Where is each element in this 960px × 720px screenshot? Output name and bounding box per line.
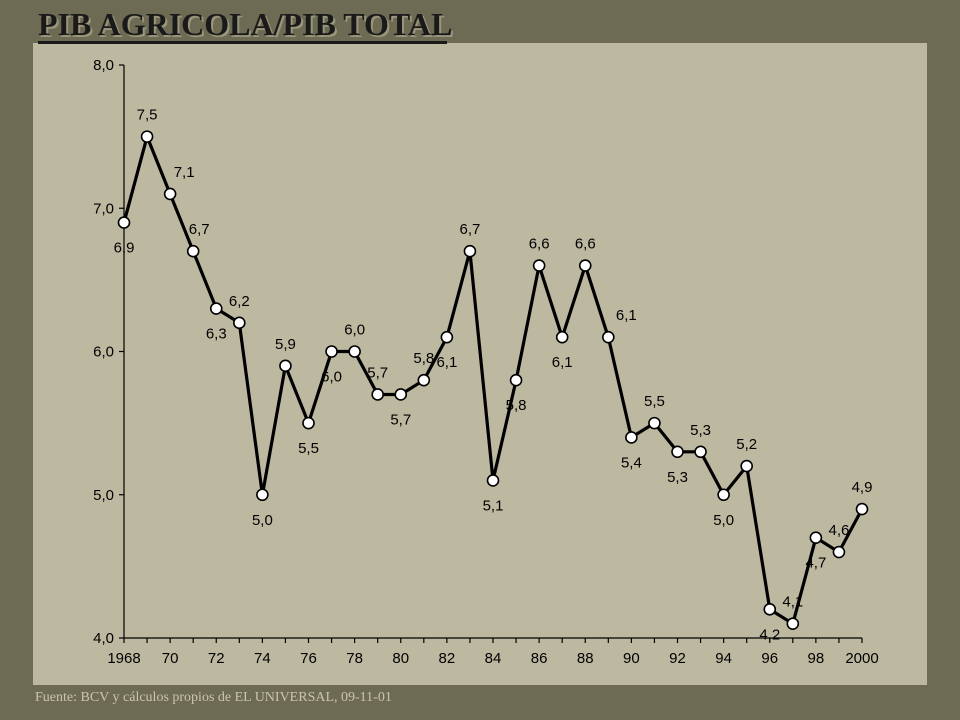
x-tick-label: 70 bbox=[162, 650, 179, 667]
data-label: 5,7 bbox=[367, 364, 388, 381]
data-label: 4,2 bbox=[759, 626, 780, 643]
data-point bbox=[740, 459, 753, 473]
data-point bbox=[786, 617, 800, 630]
y-tick-label: 4,0 bbox=[93, 630, 114, 647]
data-point bbox=[140, 130, 154, 143]
data-label: 6,1 bbox=[552, 354, 573, 371]
data-label: 7,5 bbox=[137, 107, 158, 124]
data-label: 5,5 bbox=[298, 440, 319, 457]
x-tick-label: 76 bbox=[300, 650, 317, 667]
data-label: 5,1 bbox=[483, 497, 504, 514]
data-label: 6,3 bbox=[206, 326, 227, 343]
data-point bbox=[256, 488, 269, 502]
data-label: 4,1 bbox=[782, 594, 803, 611]
data-label: 4,7 bbox=[805, 555, 826, 572]
data-label: 6,9 bbox=[114, 240, 135, 257]
data-point bbox=[233, 316, 246, 330]
data-point bbox=[578, 259, 592, 272]
data-point bbox=[555, 330, 569, 344]
x-tick-label: 98 bbox=[808, 650, 825, 667]
data-point bbox=[509, 373, 523, 387]
data-point bbox=[302, 416, 315, 430]
x-tick-label: 90 bbox=[623, 650, 640, 667]
data-label: 5,3 bbox=[667, 469, 688, 486]
data-label: 5,8 bbox=[506, 397, 527, 414]
data-point bbox=[809, 531, 823, 545]
data-label: 6,6 bbox=[529, 236, 550, 253]
title-underline bbox=[38, 41, 447, 44]
data-point bbox=[602, 330, 615, 344]
slide-title: PIB AGRICOLA/PIB TOTAL bbox=[38, 6, 453, 42]
data-label: 4,6 bbox=[829, 522, 850, 539]
x-tick-label: 78 bbox=[346, 650, 363, 667]
data-label: 5,3 bbox=[690, 422, 711, 439]
data-label: 5,5 bbox=[644, 393, 665, 410]
data-point bbox=[279, 359, 292, 373]
data-label: 6,1 bbox=[616, 307, 637, 324]
data-label: 6,6 bbox=[575, 236, 596, 253]
data-label: 5,2 bbox=[736, 436, 757, 453]
data-point bbox=[325, 345, 338, 358]
x-tick-label: 80 bbox=[392, 650, 409, 667]
data-label: 7,1 bbox=[174, 164, 195, 181]
data-point bbox=[371, 388, 384, 401]
data-point bbox=[532, 259, 546, 272]
data-point bbox=[163, 187, 177, 201]
y-tick-label: 8,0 bbox=[93, 57, 114, 74]
data-label: 4,9 bbox=[852, 479, 873, 496]
data-point bbox=[625, 431, 638, 444]
data-point bbox=[671, 445, 684, 459]
x-tick-label: 82 bbox=[439, 650, 456, 667]
data-label: 6,2 bbox=[229, 293, 250, 310]
data-point bbox=[648, 416, 661, 430]
data-point bbox=[394, 388, 408, 401]
data-label: 5,8 bbox=[413, 350, 434, 367]
x-tick-label: 84 bbox=[485, 650, 502, 667]
data-point bbox=[417, 373, 431, 387]
x-tick-label: 74 bbox=[254, 650, 271, 667]
x-tick-label: 92 bbox=[669, 650, 686, 667]
x-tick-label: 96 bbox=[761, 650, 778, 667]
data-point bbox=[832, 545, 846, 559]
data-point bbox=[463, 244, 477, 258]
data-point bbox=[486, 474, 500, 487]
data-point bbox=[855, 502, 869, 516]
source-note: Fuente: BCV y cálculos propios de EL UNI… bbox=[35, 690, 392, 705]
data-point bbox=[209, 302, 223, 315]
line-chart: 4,0 5,0 6,0 7,0 8,0 1968 70 72 74 76 78 80 82 84 86 88 9… bbox=[93, 57, 879, 667]
y-tick-label: 5,0 bbox=[93, 487, 114, 504]
data-label: 5,0 bbox=[713, 512, 734, 529]
x-tick-label: 86 bbox=[531, 650, 548, 667]
data-label: 6,7 bbox=[460, 221, 481, 238]
data-point bbox=[717, 488, 730, 502]
y-tick-label: 6,0 bbox=[93, 344, 114, 361]
x-tick-label: 2000 bbox=[845, 650, 878, 667]
x-tick-label: 94 bbox=[715, 650, 732, 667]
y-tick-label: 7,0 bbox=[93, 200, 114, 217]
data-point bbox=[186, 244, 200, 258]
data-label: 6,1 bbox=[436, 354, 457, 371]
x-tick-label: 88 bbox=[577, 650, 594, 667]
data-point bbox=[694, 445, 707, 459]
data-point bbox=[117, 216, 131, 229]
data-point bbox=[440, 330, 454, 344]
data-label: 5,4 bbox=[621, 454, 642, 471]
data-point bbox=[763, 603, 777, 616]
data-point bbox=[348, 345, 361, 358]
data-label: 6,7 bbox=[189, 221, 210, 238]
x-tick-label: 1968 bbox=[107, 650, 140, 667]
data-label: 5,0 bbox=[252, 512, 273, 529]
series-line bbox=[122, 134, 864, 626]
x-tick-label: 72 bbox=[208, 650, 225, 667]
data-label: 6,0 bbox=[321, 369, 342, 386]
data-label: 5,9 bbox=[275, 336, 296, 353]
data-label: 5,7 bbox=[390, 411, 411, 428]
data-label: 6,0 bbox=[344, 322, 365, 339]
